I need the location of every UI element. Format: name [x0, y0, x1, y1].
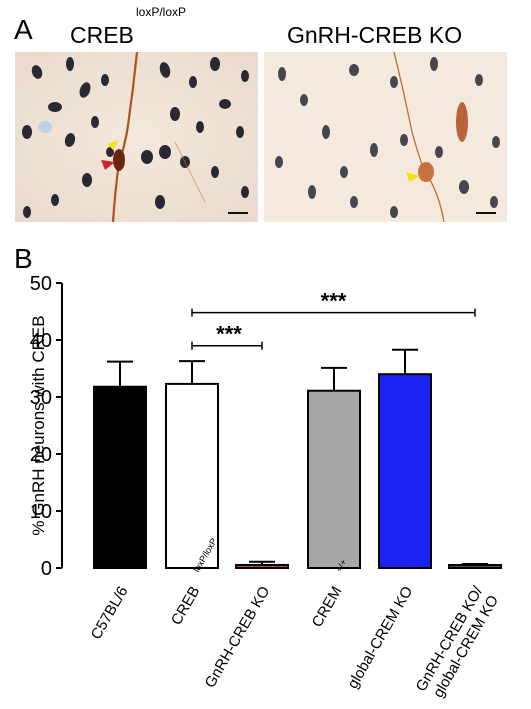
micrograph-creb-loxp: [15, 52, 258, 222]
y-tick-label: 50: [30, 273, 52, 295]
x-category-label-0: C57BL/6: [88, 584, 132, 643]
y-tick-label: 10: [30, 501, 52, 523]
bar-4: [378, 373, 432, 570]
significance-label-0: ***: [216, 322, 242, 347]
bar-2: [235, 564, 289, 569]
y-tick-label: 0: [41, 558, 52, 580]
significance-label-1: ***: [321, 289, 347, 314]
x-category-label-5: GnRH-CREB KO/global-CREM KO: [413, 583, 502, 701]
y-axis-label: % GnRH neurons with CREB: [29, 315, 48, 535]
x-category-label-2: GnRH-CREB KO: [202, 584, 274, 691]
x-category-label-4: global-CREM KO: [344, 584, 416, 692]
bar-5: [448, 564, 502, 569]
left-image-title-superscript: loxP/loxP: [136, 5, 187, 19]
bar-0: [93, 385, 147, 569]
panel-a-letter: A: [14, 14, 33, 45]
right-image-title: GnRH-CREB KO: [287, 22, 463, 48]
bar-1: [165, 382, 219, 570]
panel-b-letter: B: [14, 243, 33, 274]
x-tick-label: CREM: [309, 584, 346, 631]
x-tick-label: C57BL/6: [88, 584, 132, 643]
micrograph-gnrh-creb-ko: [264, 52, 507, 222]
bar-3: [307, 389, 361, 570]
y-tick-label: 20: [30, 444, 52, 466]
x-tick-label: global-CREM KO: [344, 584, 416, 692]
x-tick-label: GnRH-CREB KO: [202, 584, 274, 691]
left-image-title: CREB: [70, 22, 134, 48]
y-tick-label: 30: [30, 387, 52, 409]
x-tick-label: CREB: [168, 584, 204, 629]
y-tick-label: 40: [30, 330, 52, 352]
